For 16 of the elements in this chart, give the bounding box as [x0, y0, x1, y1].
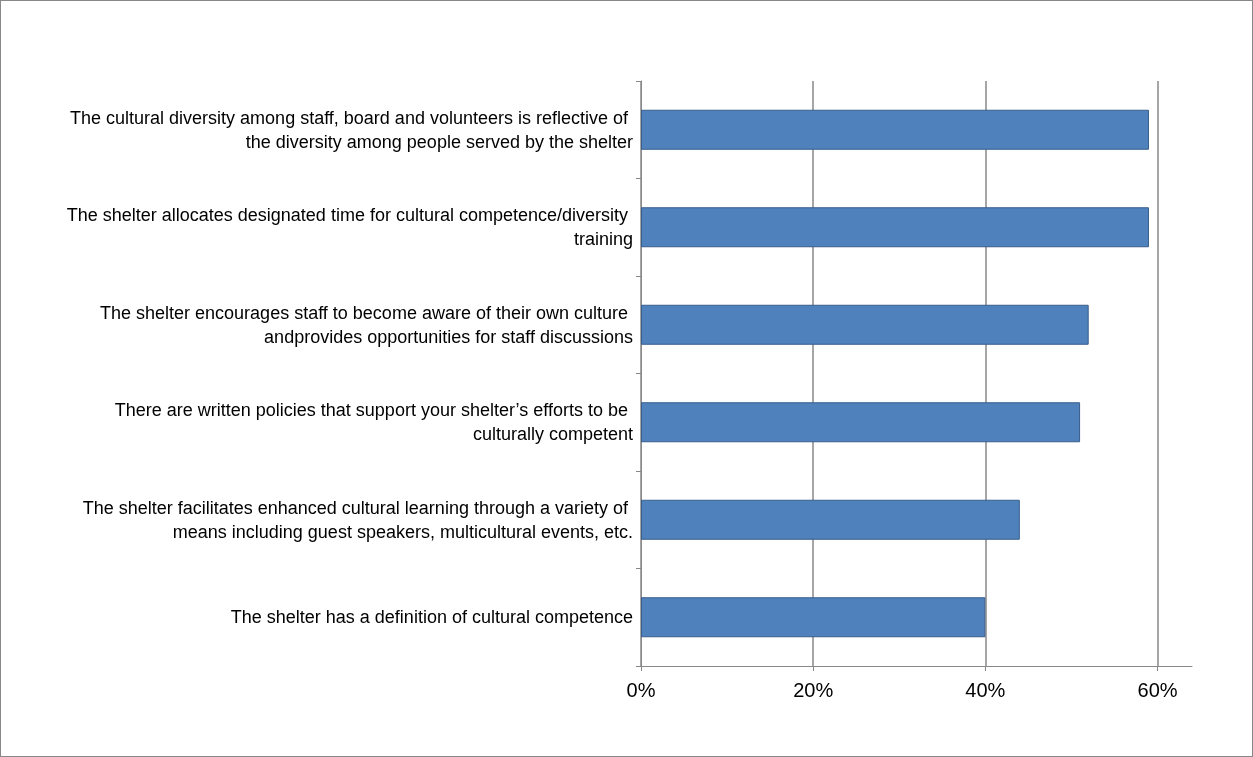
bar [641, 499, 1020, 540]
x-tick-label: 0% [626, 679, 656, 701]
y-tick-label: The shelter allocates designated time for cultural competence/diversity training [66, 205, 633, 250]
x-tick-label: 20% [793, 679, 834, 701]
y-tick-label: There are written policies that support your shelter’s efforts to be culturally competent [114, 400, 633, 445]
bar [641, 597, 986, 638]
y-tick-label: The shelter facilitates enhanced cultural learning through a variety of means including guest speakers, multicultural events, etc. [82, 497, 633, 542]
bar [641, 109, 1149, 150]
y-tick-label: The shelter has a definition of cultural competence [230, 607, 633, 628]
bar [641, 304, 1089, 345]
bar [641, 402, 1081, 443]
x-tick-label: 40% [965, 679, 1006, 701]
y-tick-label: The shelter encourages staff to become aware of their own culture andprovides opportunities for staff discussions [100, 302, 633, 347]
bar [641, 207, 1149, 248]
y-tick-label: The cultural diversity among staff, board and volunteers is reflective of the diversity among people served by the shelter [70, 107, 633, 152]
x-tick-label: 60% [1137, 679, 1178, 701]
